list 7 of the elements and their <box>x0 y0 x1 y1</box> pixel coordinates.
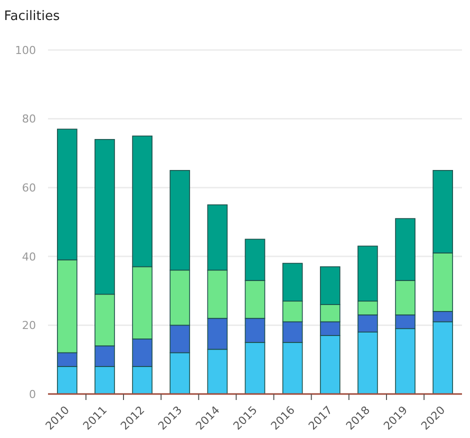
y-tick-label: 0 <box>29 388 36 401</box>
y-tick-label: 60 <box>22 181 36 194</box>
y-axis-title: Facilities <box>4 9 60 24</box>
y-tick-label: 80 <box>22 112 36 126</box>
y-tick-label: 100 <box>15 44 36 57</box>
y-tick-label: 20 <box>22 319 36 332</box>
y-tick-label: 40 <box>22 250 36 264</box>
